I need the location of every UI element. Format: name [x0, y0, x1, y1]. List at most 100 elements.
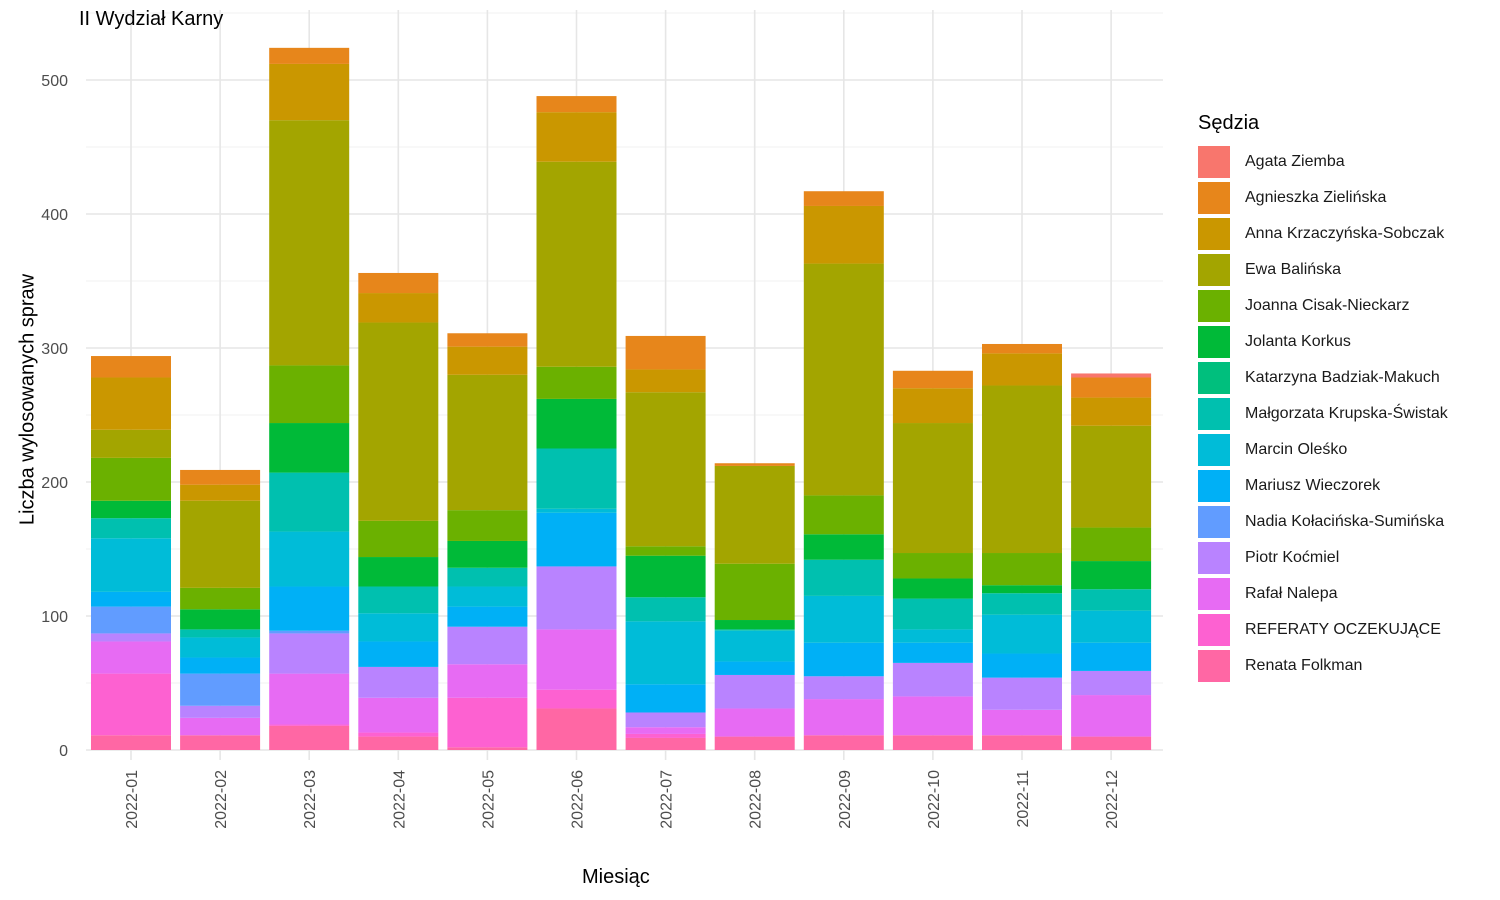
legend-swatch [1198, 182, 1230, 214]
legend-label: Małgorzata Krupska-Świstak [1245, 405, 1448, 422]
bar-segment [1071, 670, 1152, 696]
bar-segment [447, 664, 528, 698]
legend-swatch [1198, 470, 1230, 502]
legend-item: Nadia Kołacińska-Sumińska [1198, 504, 1448, 540]
bar-segment [91, 735, 171, 750]
legend-item: REFERATY OCZEKUJĄCE [1198, 612, 1448, 648]
legend-swatch [1198, 614, 1230, 646]
bar-segment [803, 735, 884, 750]
x-tick-label: 2022-02 [213, 770, 230, 829]
y-tick-label: 400 [41, 207, 68, 224]
bar-segment [269, 724, 350, 726]
bar-segment [269, 531, 350, 587]
bar-segment [536, 689, 617, 709]
bar-segment [536, 366, 617, 399]
bars-group [91, 47, 1152, 750]
bar-segment [269, 633, 350, 674]
x-tick-label: 2022-11 [1015, 770, 1032, 828]
bar-segment [180, 484, 261, 501]
bar-segment [358, 293, 439, 323]
bar-segment [803, 205, 884, 264]
bar-segment [625, 335, 706, 370]
bar-segment [358, 586, 439, 614]
bar-segment [358, 736, 439, 750]
y-tick-label: 300 [41, 341, 68, 358]
bar-segment [180, 587, 261, 610]
bar-segment [269, 47, 350, 64]
legend-item: Mariusz Wieczorek [1198, 468, 1448, 504]
legend-item: Anna Krzaczyńska-Sobczak [1198, 216, 1448, 252]
bar-segment [803, 642, 884, 677]
bar-segment [803, 191, 884, 206]
legend-item: Katarzyna Badziak-Makuch [1198, 360, 1448, 396]
legend-label: Katarzyna Badziak-Makuch [1245, 369, 1440, 386]
x-tick-label: 2022-10 [926, 770, 943, 829]
x-axis-label: Miesiąc [582, 866, 650, 888]
bar-segment [447, 510, 528, 541]
bar-segment [1071, 736, 1152, 750]
bar-segment [91, 457, 171, 501]
bar-segment [180, 735, 261, 750]
bar-segment [180, 469, 261, 485]
bar-segment [91, 641, 171, 674]
x-tick-label: 2022-07 [659, 770, 676, 829]
bar-segment [714, 629, 795, 631]
y-axis-ticks: 0 100 200 300 400 500 [41, 73, 68, 760]
bar-segment [892, 662, 973, 697]
bar-segment [358, 613, 439, 642]
x-tick-label: 2022-03 [302, 770, 319, 829]
bar-segment [714, 674, 795, 709]
bar-segment [982, 385, 1062, 554]
bar-segment [1071, 527, 1152, 562]
bar-segment [269, 365, 350, 424]
bar-segment [714, 661, 795, 675]
bar-segment [180, 629, 261, 638]
legend-swatch [1198, 290, 1230, 322]
bar-segment [714, 630, 795, 662]
legend-swatch [1198, 578, 1230, 610]
bar-segment [892, 370, 973, 389]
legend-item: Renata Folkman [1198, 648, 1448, 684]
bar-segment [803, 263, 884, 496]
bar-segment [892, 423, 973, 554]
bar-segment [1071, 377, 1152, 398]
bar-segment [358, 732, 439, 737]
legend-label: Rafał Nalepa [1245, 585, 1338, 602]
x-tick-label: 2022-04 [391, 770, 408, 829]
bar-segment [892, 735, 973, 750]
legend-label: Mariusz Wieczorek [1245, 477, 1381, 494]
bar-segment [536, 629, 617, 690]
bar-segment [625, 684, 706, 713]
bar-segment [269, 630, 350, 634]
bar-segment [803, 495, 884, 535]
x-tick-label: 2022-08 [748, 770, 765, 829]
bar-segment [91, 377, 171, 430]
legend-label: REFERATY OCZEKUJĄCE [1245, 621, 1441, 638]
bar-segment [1071, 695, 1152, 737]
bar-segment [803, 534, 884, 560]
legend-label: Jolanta Korkus [1245, 333, 1351, 350]
y-tick-label: 500 [41, 73, 68, 90]
bar-segment [892, 388, 973, 424]
bar-segment [180, 673, 261, 706]
bar-segment [982, 614, 1062, 654]
bar-segment [447, 747, 528, 750]
y-tick-label: 100 [41, 609, 68, 626]
bar-segment [536, 512, 617, 567]
legend-label: Joanna Cisak-Nieckarz [1245, 297, 1410, 314]
legend-swatch [1198, 506, 1230, 538]
bar-segment [982, 585, 1062, 594]
bar-segment [892, 629, 973, 643]
bar-segment [714, 463, 795, 466]
bar-segment [180, 609, 261, 630]
bar-segment [982, 735, 1062, 750]
bar-segment [358, 666, 439, 698]
bar-segment [625, 737, 706, 750]
legend-item: Rafał Nalepa [1198, 576, 1448, 612]
bar-segment [91, 673, 171, 736]
bar-segment [269, 586, 350, 631]
legend-swatch [1198, 650, 1230, 682]
bar-segment [982, 353, 1062, 386]
bar-segment [536, 448, 617, 509]
